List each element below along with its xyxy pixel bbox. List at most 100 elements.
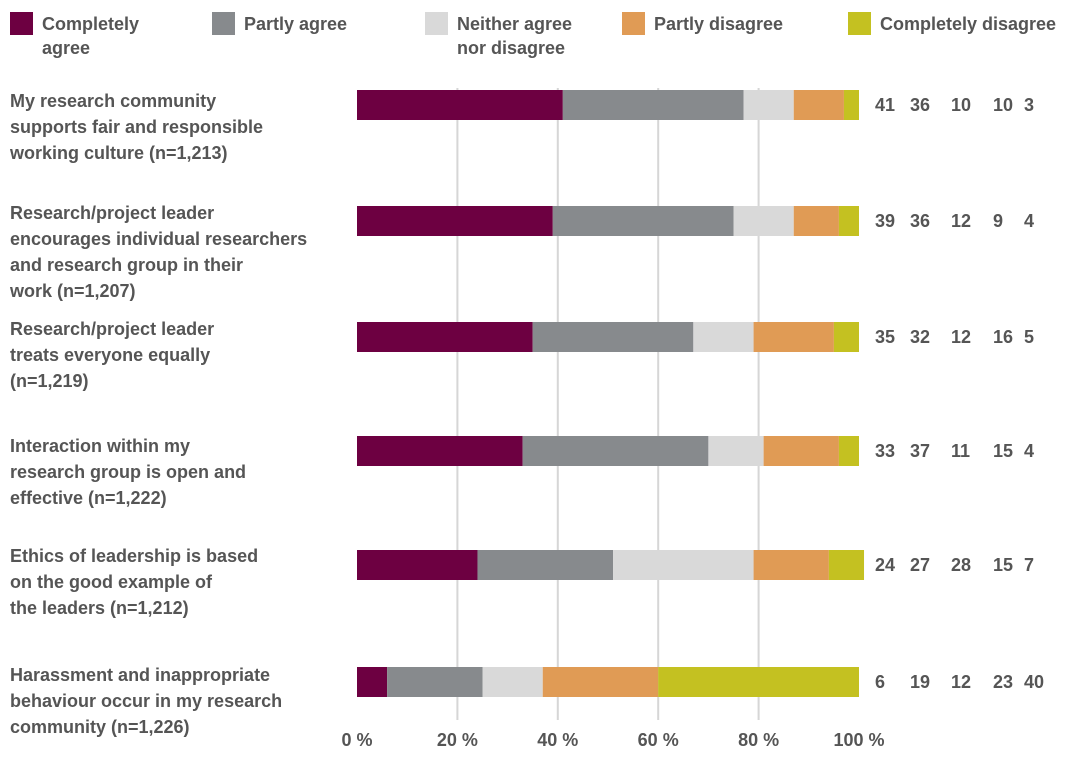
bar-segment	[743, 90, 794, 120]
legend-swatch	[425, 12, 448, 35]
bar-segment	[357, 667, 388, 697]
bar-segment	[838, 436, 859, 466]
legend-item: Partly disagree	[622, 12, 783, 36]
category-label-line: treats everyone equally	[10, 345, 211, 365]
category-label-line: Research/project leader	[10, 203, 215, 223]
category-label-line: supports fair and responsible	[10, 117, 264, 137]
category-label-line: My research community	[10, 91, 217, 111]
legend-label: Neither agree nor disagree	[457, 12, 572, 60]
value-label: 15	[993, 555, 1013, 575]
value-label: 16	[993, 327, 1013, 347]
bar-segment	[708, 436, 764, 466]
legend-item: Partly agree	[212, 12, 347, 36]
value-label: 19	[910, 672, 930, 692]
x-tick-label: 0 %	[341, 730, 372, 750]
category-label: My research community supports fair and r…	[10, 88, 350, 166]
category-label: Interaction within my research group is o…	[10, 433, 350, 511]
legend-swatch	[212, 12, 235, 35]
legend-label-line: Partly disagree	[654, 14, 784, 34]
category-label: Harassment and inappropriate behaviour oc…	[10, 662, 350, 740]
bar-segment	[763, 436, 839, 466]
category-label-line: (n=1,219)	[10, 371, 89, 391]
value-label: 10	[951, 95, 971, 115]
legend-item: Completely agree	[10, 12, 139, 60]
value-label: 12	[951, 672, 971, 692]
value-label: 33	[875, 441, 895, 461]
value-label: 24	[875, 555, 895, 575]
x-tick-label: 20 %	[437, 730, 478, 750]
x-tick-label: 100 %	[833, 730, 884, 750]
category-label-line: working culture (n=1,213)	[10, 143, 228, 163]
bar-segment	[658, 667, 859, 697]
value-label: 23	[993, 672, 1013, 692]
category-label-line: behaviour occur in my research	[10, 691, 283, 711]
x-tick-label: 60 %	[638, 730, 679, 750]
value-label: 7	[1024, 555, 1034, 575]
category-label-line: on the good example of	[10, 572, 213, 592]
bar-segment	[477, 550, 614, 580]
value-label: 12	[951, 211, 971, 231]
value-label: 6	[875, 672, 885, 692]
legend-label-line: nor disagree	[457, 38, 566, 58]
value-label: 37	[910, 441, 930, 461]
legend-label: Completely agree	[42, 12, 139, 60]
value-label: 35	[875, 327, 895, 347]
bar-segment	[357, 550, 478, 580]
bar-segment	[613, 550, 754, 580]
bar-segment	[693, 322, 754, 352]
legend-label-line: Completely disagree	[880, 14, 1057, 34]
legend-label: Partly disagree	[654, 12, 783, 36]
legend-swatch	[622, 12, 645, 35]
x-tick-label: 40 %	[537, 730, 578, 750]
value-label: 40	[1024, 672, 1044, 692]
category-label-line: Ethics of leadership is based	[10, 546, 259, 566]
legend-item: Neither agree nor disagree	[425, 12, 572, 60]
bar-segment	[833, 322, 859, 352]
value-label: 39	[875, 211, 895, 231]
value-label: 12	[951, 327, 971, 347]
value-label: 11	[951, 441, 970, 461]
category-label-line: Research/project leader	[10, 319, 215, 339]
legend-label: Completely disagree	[880, 12, 1056, 36]
value-label: 10	[993, 95, 1013, 115]
category-label-line: encourages individual researchers	[10, 229, 308, 249]
legend-swatch	[848, 12, 871, 35]
value-label: 27	[910, 555, 930, 575]
legend-label: Partly agree	[244, 12, 347, 36]
legend-item: Completely disagree	[848, 12, 1056, 36]
bar-segment	[733, 206, 794, 236]
value-label: 4	[1024, 211, 1034, 231]
category-label-line: community (n=1,226)	[10, 717, 190, 737]
bar-segment	[522, 436, 709, 466]
category-label-line: work (n=1,207)	[10, 281, 136, 301]
value-label: 15	[993, 441, 1013, 461]
bar-segment	[552, 206, 734, 236]
category-label-line: effective (n=1,222)	[10, 488, 167, 508]
x-tick-label: 80 %	[738, 730, 779, 750]
bar-segment	[828, 550, 865, 580]
value-label: 32	[910, 327, 930, 347]
category-label-line: the leaders (n=1,212)	[10, 598, 189, 618]
legend-label-line: Partly agree	[244, 14, 348, 34]
bar-segment	[562, 90, 744, 120]
category-label-line: research group is open and	[10, 462, 247, 482]
bar-segment	[357, 322, 533, 352]
value-label: 41	[875, 95, 895, 115]
value-label: 36	[910, 95, 930, 115]
bar-segment	[793, 206, 839, 236]
bar-segment	[843, 90, 859, 120]
bar-segment	[357, 206, 553, 236]
category-label: Ethics of leadership is based on the good…	[10, 543, 350, 621]
value-label: 3	[1024, 95, 1034, 115]
value-label: 5	[1024, 327, 1034, 347]
category-label: Research/project leader treats everyone e…	[10, 316, 350, 394]
category-label: Research/project leader encourages indivi…	[10, 200, 350, 304]
value-label: 28	[951, 555, 971, 575]
bar-segment	[753, 322, 834, 352]
category-label-line: Harassment and inappropriate	[10, 665, 271, 685]
legend-label-line: Neither agree	[457, 14, 573, 34]
bar-segment	[482, 667, 543, 697]
bar-segment	[793, 90, 844, 120]
